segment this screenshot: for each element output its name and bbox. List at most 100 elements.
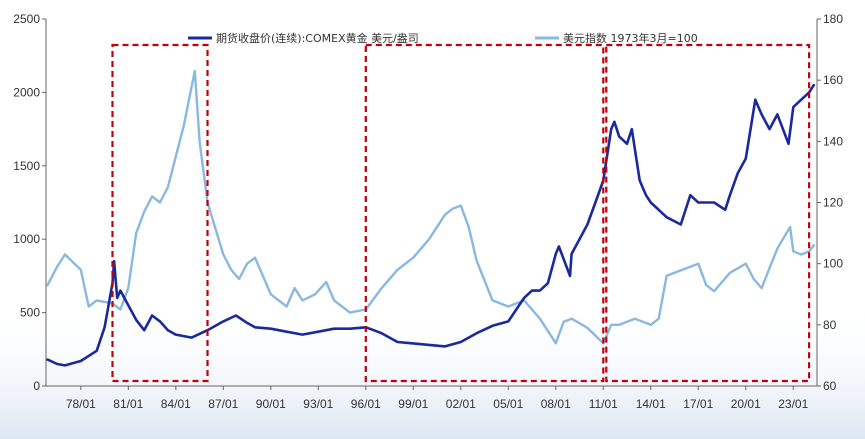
usd-index-point — [151, 195, 154, 198]
left-tick-label: 2000 — [13, 85, 40, 99]
left-tick-label: 0 — [33, 379, 40, 393]
usd-index-point — [657, 317, 660, 320]
gold-price-point — [167, 329, 169, 332]
usd-index-point — [119, 308, 122, 311]
usd-index-point — [95, 299, 98, 302]
usd-index-point — [198, 140, 201, 143]
usd-index-point — [800, 253, 803, 256]
gold-price-point — [569, 275, 571, 277]
usd-index-point — [56, 265, 58, 268]
usd-index-point — [713, 290, 715, 293]
gold-price-point — [254, 326, 256, 329]
usd-index-point — [475, 259, 478, 262]
gold-price-point — [151, 314, 154, 317]
gold-price-point — [428, 344, 430, 346]
usd-index-point — [285, 305, 288, 308]
usd-index-point — [681, 268, 684, 271]
right-tick-label: 140 — [823, 134, 843, 148]
usd-index-point — [673, 271, 676, 274]
left-tick-label: 500 — [20, 306, 40, 320]
usd-index-point — [135, 232, 138, 235]
gold-price-point — [697, 201, 700, 204]
usd-index-point — [491, 299, 494, 302]
usd-index-point — [314, 293, 316, 296]
usd-index-point — [167, 186, 169, 189]
gold-price-point — [113, 260, 115, 263]
usd-index-point — [808, 250, 810, 253]
gold-price-point — [812, 84, 815, 86]
usd-index-point — [333, 299, 335, 302]
usd-index-point — [705, 284, 708, 286]
gold-price-point — [645, 194, 647, 197]
gold-price-point — [547, 282, 549, 285]
usd-index-point — [665, 275, 668, 277]
usd-index-point — [396, 268, 399, 271]
usd-index-point — [792, 250, 795, 253]
usd-index-point — [46, 284, 49, 286]
gold-price-point — [190, 336, 193, 339]
usd-index-point — [570, 317, 573, 320]
x-tick-label: 17/01 — [683, 397, 713, 411]
gold-price-point — [64, 364, 66, 367]
gold-price-point — [222, 320, 225, 323]
gold-price-point — [246, 322, 249, 324]
usd-index-point — [174, 155, 177, 158]
usd-index-point — [87, 305, 90, 308]
gold-price-point — [787, 142, 790, 145]
usd-index-point — [507, 305, 510, 308]
gold-price-point — [578, 238, 581, 241]
gold-price-point — [372, 329, 375, 332]
usd-index-point — [554, 342, 557, 345]
usd-index-point — [349, 311, 351, 314]
gold-price-point — [760, 113, 763, 116]
gold-price-point — [713, 201, 715, 204]
usd-index-point — [539, 317, 541, 320]
gold-price-point — [618, 135, 620, 138]
x-tick-label: 96/01 — [351, 397, 381, 411]
gold-price-point — [135, 319, 138, 321]
usd-index-point — [182, 125, 185, 127]
gold-price-point — [523, 297, 525, 299]
right-tick-label: 160 — [823, 73, 843, 87]
usd-index-point — [729, 271, 731, 274]
usd-index-point — [301, 299, 304, 302]
gold-price-point — [317, 330, 320, 333]
x-tick-label: 08/01 — [541, 397, 571, 411]
gold-price-point — [665, 216, 668, 219]
gold-price-point — [79, 360, 82, 362]
x-tick-label: 05/01 — [493, 397, 523, 411]
gold-price-point — [396, 341, 399, 343]
gold-price-point — [649, 201, 652, 204]
gold-price-point — [380, 332, 383, 335]
usd-index-point — [193, 70, 196, 72]
usd-index-point — [143, 210, 146, 213]
gold-price-point — [507, 320, 510, 323]
usd-index-point — [159, 201, 161, 204]
gold-price-point — [792, 106, 795, 108]
legend-label-gold: 期货收盘价(连续):COMEX黄金 美元/盎司 — [216, 31, 419, 45]
highlight-box — [605, 43, 811, 383]
background-band — [0, 300, 865, 439]
legend-label-usd: 美元指数 1973年3月=100 — [563, 31, 698, 45]
right-tick-label: 60 — [823, 379, 837, 393]
left-tick-label: 2500 — [13, 12, 40, 26]
usd-index-point — [789, 226, 791, 228]
gold-price-point — [235, 314, 237, 317]
gold-price-point — [301, 333, 304, 336]
usd-index-point — [752, 278, 755, 280]
usd-index-point — [222, 253, 225, 256]
gold-price-point — [349, 327, 351, 330]
gold-price-point — [736, 172, 739, 175]
usd-index-point — [812, 244, 815, 247]
gold-price-point — [630, 128, 633, 131]
usd-index-point — [230, 268, 233, 271]
usd-index-point — [618, 323, 620, 326]
highlight-box — [364, 43, 605, 383]
usd-index-point — [64, 253, 66, 256]
gold-price-point — [800, 98, 803, 101]
gold-price-point — [285, 330, 288, 333]
usd-index-point — [269, 293, 272, 296]
usd-index-point — [254, 256, 256, 259]
gold-price-point — [679, 223, 682, 226]
